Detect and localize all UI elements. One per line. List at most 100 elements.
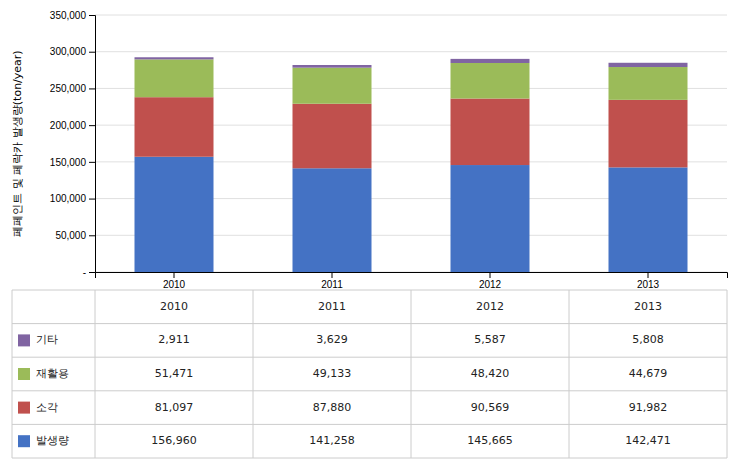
- y-axis-title: 페페인트 및 페락카 발생량(ton/year): [11, 50, 24, 236]
- y-tick-label: 100,000: [50, 193, 87, 204]
- bar: [609, 63, 688, 67]
- chart: - 50,000 100,000 150,000 200,000 250,000 300,0…: [0, 0, 742, 468]
- y-tick: 350,000: [50, 10, 95, 21]
- table-cell: 5,587: [474, 333, 506, 346]
- table-cell: 49,133: [313, 367, 352, 380]
- bar: [609, 67, 688, 100]
- y-tick-mark: [89, 162, 95, 163]
- x-tick: 2013: [637, 272, 660, 290]
- y-tick: -: [83, 267, 95, 278]
- y-tick: 250,000: [50, 83, 95, 94]
- bar: [293, 68, 372, 104]
- legend-entry: 발생량: [36, 434, 69, 447]
- table-rule: [12, 390, 727, 391]
- x-tick-label: 2012: [479, 279, 502, 290]
- legend-entry: 기타: [36, 333, 58, 346]
- y-tick: 100,000: [50, 193, 95, 204]
- bar: [451, 165, 530, 272]
- bar-series: [135, 57, 688, 67]
- x-tick-label: 2010: [163, 279, 186, 290]
- legend-swatch: [18, 334, 30, 346]
- y-tick-label: -: [83, 267, 86, 278]
- table-rule: [12, 290, 13, 458]
- table-cell: 2,911: [158, 333, 190, 346]
- table-rule: [95, 290, 96, 458]
- bar: [451, 59, 530, 63]
- table-cell: 90,569: [471, 401, 510, 414]
- bar: [135, 59, 214, 97]
- x-tick-mark: [648, 272, 649, 278]
- x-tick-mark: [174, 272, 175, 278]
- bar: [135, 157, 214, 272]
- table-rule: [12, 458, 727, 459]
- table-rule: [12, 424, 727, 425]
- bar: [293, 168, 372, 272]
- table-cell: 5,808: [632, 333, 664, 346]
- bar-series: [135, 59, 688, 103]
- y-tick-mark: [89, 125, 95, 126]
- x-axis: 2010 2011 2012 2013: [96, 272, 728, 290]
- y-tick: 300,000: [50, 46, 95, 57]
- table-cell: 44,679: [629, 367, 668, 380]
- y-tick-label: 250,000: [50, 83, 87, 94]
- bar: [451, 63, 530, 99]
- y-tick-label: 200,000: [50, 120, 87, 131]
- table-rule: [727, 290, 728, 458]
- bar: [135, 97, 214, 157]
- bar: [135, 57, 214, 59]
- bar: [451, 99, 530, 166]
- bar-series: [135, 157, 688, 272]
- table-rule: [12, 323, 727, 324]
- table-rule: [12, 290, 727, 291]
- table-cell: 3,629: [316, 333, 348, 346]
- y-tick-mark: [89, 88, 95, 89]
- data-table: 2010 2011 2012 2013 기타 2,911 3,629 5,587 5,808 재활…: [12, 290, 727, 458]
- table-cell: 145,665: [467, 434, 513, 447]
- table-cell: 142,471: [625, 434, 671, 447]
- y-tick-label: 150,000: [50, 157, 87, 168]
- y-tick-mark: [89, 235, 95, 236]
- x-axis-line: [96, 273, 728, 279]
- table-rule: [12, 357, 727, 358]
- bars: [135, 57, 688, 272]
- legend-swatch: [18, 368, 30, 380]
- bar: [293, 65, 372, 68]
- bar: [609, 167, 688, 272]
- y-tick-label: 50,000: [55, 230, 86, 241]
- y-tick-label: 300,000: [50, 46, 87, 57]
- table-header: 2012: [476, 300, 504, 313]
- y-tick-mark: [89, 199, 95, 200]
- table-cell: 48,420: [471, 367, 510, 380]
- x-tick-mark: [490, 272, 491, 278]
- bar-series: [135, 97, 688, 168]
- y-tick: 50,000: [55, 230, 95, 241]
- grid-line: [95, 15, 727, 16]
- table-rule: [253, 290, 254, 458]
- y-tick-mark: [89, 15, 95, 16]
- bar: [609, 100, 688, 168]
- table-header: 2013: [634, 300, 662, 313]
- y-axis-line: [89, 16, 96, 273]
- legend-entry: 재활용: [36, 367, 69, 380]
- y-tick: 200,000: [50, 120, 95, 131]
- table-cell: 87,880: [313, 401, 352, 414]
- table-cell: 156,960: [151, 434, 197, 447]
- table-header: 2011: [318, 300, 346, 313]
- y-tick-label: 350,000: [50, 10, 87, 21]
- table-rule: [411, 290, 412, 458]
- y-tick-mark: [89, 272, 95, 273]
- x-tick-mark: [332, 272, 333, 278]
- y-axis: - 50,000 100,000 150,000 200,000 250,000 300,0…: [50, 10, 96, 278]
- grid: [95, 15, 727, 272]
- table-header: 2010: [160, 300, 188, 313]
- legend-swatch: [18, 435, 30, 447]
- x-tick-label: 2013: [637, 279, 660, 290]
- y-tick: 150,000: [50, 157, 95, 168]
- grid-line: [95, 51, 727, 52]
- y-tick-mark: [89, 52, 95, 53]
- table-rule: [569, 290, 570, 458]
- x-tick: 2012: [479, 272, 502, 290]
- table-cell: 91,982: [629, 401, 668, 414]
- x-tick-label: 2011: [321, 279, 343, 290]
- x-tick: 2010: [163, 272, 186, 290]
